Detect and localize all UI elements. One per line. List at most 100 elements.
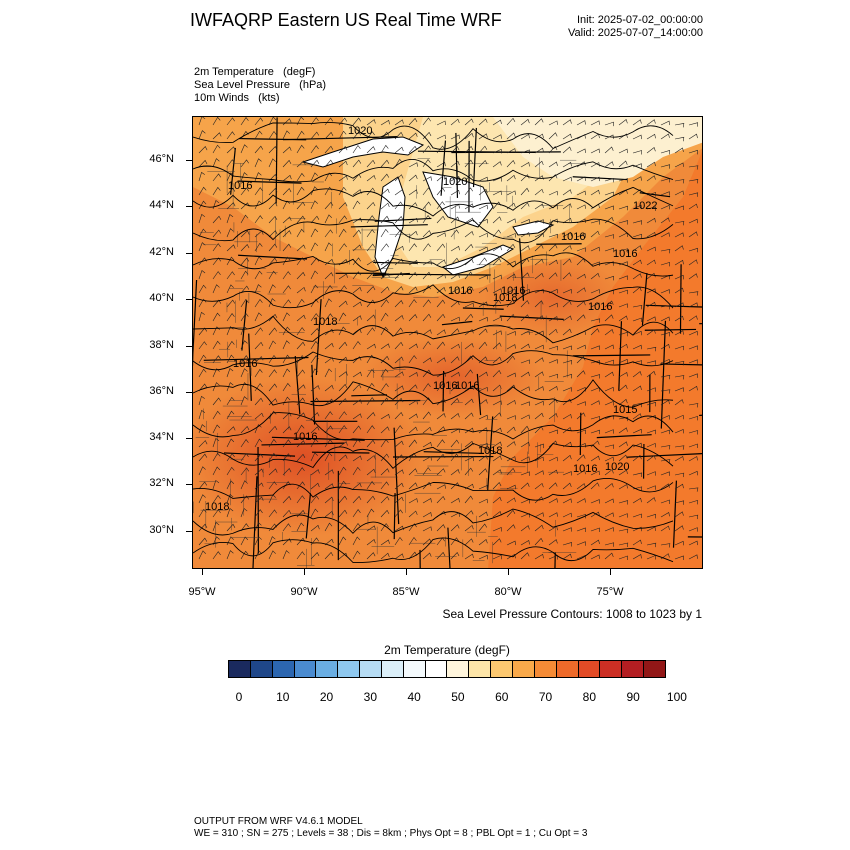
wind-barb [380,509,390,518]
wind-barb [282,426,292,434]
wind-barb [534,400,544,406]
wind-barb [366,382,375,392]
wind-barb [674,375,685,380]
wind-barb [688,514,699,520]
wind-barb [646,360,657,365]
wind-barb [534,147,544,154]
wind-barb [226,299,236,308]
wind-barb [464,412,474,420]
wind-barb [324,411,333,420]
state-boundary [572,354,651,357]
wind-barb [254,298,263,308]
wind-barb [324,242,332,252]
wind-barb [576,176,586,182]
wind-barb [240,257,250,266]
wind-barb [198,440,208,448]
isobar-line [193,284,674,309]
wind-barb [254,242,263,252]
wind-barb [674,315,684,322]
wind-barb [310,313,319,322]
wind-barb [240,340,248,350]
wind-barb [198,395,205,406]
wind-barb [478,511,488,518]
lon-label: 85°W [392,586,420,598]
wind-barb [688,273,698,280]
wind-barb [324,313,333,322]
wind-barb [562,345,572,350]
wind-barb [562,161,572,168]
wind-barb [352,384,362,392]
wind-barb [310,495,320,504]
wind-barb [436,484,446,490]
wind-barb [198,284,207,294]
wind-barb [506,355,516,364]
wind-barb [492,412,502,420]
wind-barb [562,146,572,154]
isobar-label: 1022 [633,200,657,212]
wind-barb [226,213,234,224]
wind-barb [450,189,460,196]
wind-barb [422,441,432,448]
wind-barb [226,453,235,462]
wind-barb [436,215,446,224]
wind-barb [506,132,516,140]
wind-barb [478,468,488,476]
colorbar-label: 80 [582,690,597,704]
wind-barb [268,284,276,294]
wind-barb [436,453,446,462]
contour-note: Sea Level Pressure Contours: 1008 to 102… [442,607,703,621]
wind-barb [198,298,207,308]
wind-barb [240,285,250,294]
wind-barb [324,483,334,490]
wind-barb [212,132,222,140]
wind-barb [366,146,376,154]
wind-barb [660,483,670,490]
lat-label: 36°N [149,385,174,397]
wind-barb [296,228,305,238]
wind-barb [198,354,207,364]
wind-barb [310,215,320,224]
lat-tick [186,484,192,485]
wind-barb [520,513,530,518]
wind-barb [506,218,516,224]
wind-barb [632,402,643,408]
wind-barb [408,243,417,252]
wind-barb [562,328,572,336]
wind-barb [492,538,502,546]
wind-barb [604,482,614,490]
wind-barb [674,472,685,478]
wind-barb [660,164,671,169]
wind-barb [464,398,474,406]
isobar-label: 1016 [561,231,585,243]
temp-zone-coolest [493,117,702,187]
wind-barb [478,316,488,322]
wind-barb [338,411,347,420]
wind-barb [632,220,643,225]
wind-barb [212,424,221,434]
wind-barb [310,355,319,364]
wind-barb [240,117,249,126]
wind-barb [562,289,572,294]
wind-barb [492,245,502,252]
wind-barb [436,372,446,378]
wind-barb [394,119,404,126]
wind-barb [562,176,572,182]
wind-barb [240,480,248,490]
isobar-label: 1018 [205,501,229,513]
wind-barb [352,371,362,378]
wind-barb [408,452,417,462]
wind-barb [688,470,698,476]
wind-barb [632,330,642,336]
footer-model: OUTPUT FROM WRF V4.6.1 MODEL [194,816,363,827]
wind-barb [548,132,558,140]
wind-barb [282,159,292,168]
field-list: 2m Temperature (degF) Sea Level Pressure… [194,66,326,105]
wind-barb [660,289,670,294]
wind-barb [254,468,264,476]
wind-barb [212,382,220,392]
wind-barb [618,160,628,168]
colorbar-swatch [272,661,295,677]
wind-barb [394,201,404,210]
wind-barb [646,455,656,462]
